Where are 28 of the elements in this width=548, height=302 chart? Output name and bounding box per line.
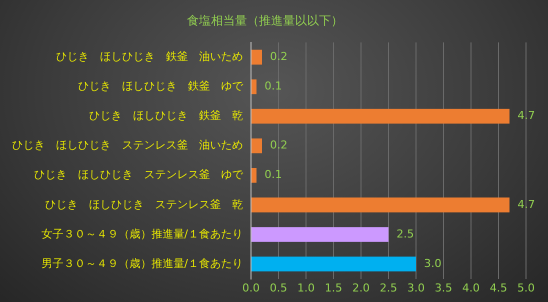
data-label: 2.5 (396, 227, 414, 240)
data-label: 4.7 (518, 198, 535, 211)
x-tick-label: 1.0 (297, 281, 315, 294)
y-tick-label: 男子３０～４９（歳）推進量/１食あたり (41, 256, 243, 270)
x-tick-label: 1.5 (324, 281, 342, 294)
x-tick-label: 4.5 (490, 281, 508, 294)
chart-title: 食塩相当量（推進量以以下） (187, 13, 343, 28)
y-tick-label: 女子３０～４９（歳）推進量/１食あたり (41, 227, 243, 240)
data-label: 3.0 (424, 256, 442, 270)
data-label: 0.1 (264, 168, 282, 182)
x-tick-label: 5.0 (517, 281, 535, 294)
y-tick-label: ひじき ほしひじき 鉄釜 油いため (56, 50, 243, 64)
x-tick-label: 3.5 (434, 281, 452, 294)
y-tick-label: ひじき ほしひじき ステンレス釜 油いため (12, 138, 243, 152)
x-tick-label: 3.0 (407, 281, 425, 294)
x-tick-label: 0.0 (242, 281, 260, 294)
x-tick-label: 4.0 (462, 281, 480, 294)
y-tick-label: ひじき ほしひじき 鉄釜 ゆで (78, 80, 244, 93)
x-tick-label: 2.5 (380, 281, 398, 294)
data-label: 0.1 (264, 80, 282, 93)
x-tick-label: 0.5 (270, 281, 288, 294)
y-tick-label: ひじき ほしひじき ステンレス釜 乾 (45, 198, 243, 211)
y-tick-label: ひじき ほしひじき 鉄釜 乾 (89, 109, 243, 122)
data-label: 4.7 (518, 109, 535, 122)
data-label: 0.2 (270, 50, 288, 64)
data-label: 0.2 (270, 138, 288, 152)
x-tick-label: 2.0 (352, 281, 370, 294)
y-tick-label: ひじき ほしひじき ステンレス釜 ゆで (34, 168, 244, 182)
